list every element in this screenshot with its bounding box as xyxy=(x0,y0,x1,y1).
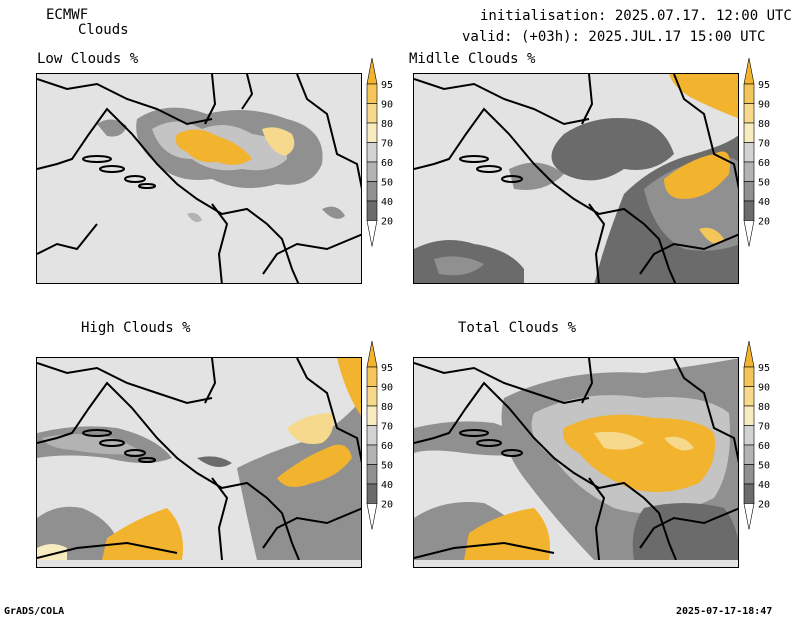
colorbar-segment xyxy=(743,83,755,104)
colorbar-bottom-arrow xyxy=(743,503,755,530)
total-cloud-field xyxy=(414,358,738,560)
colorbar-level-label: 70 xyxy=(758,422,770,433)
model-label: ECMWF xyxy=(46,7,89,23)
map-panel-high-clouds xyxy=(36,357,362,568)
colorbar-segment xyxy=(366,142,378,163)
colorbar-bottom-arrow xyxy=(743,220,755,247)
middle-cloud-field xyxy=(414,74,738,283)
colorbar-level-label: 95 xyxy=(758,363,770,374)
colorbar-total-clouds: 95 90 80 70 60 50 40 20 xyxy=(741,341,789,573)
low-cloud-field xyxy=(97,107,345,222)
initialisation-text: initialisation: 2025.07.17. 12:00 UTC xyxy=(480,8,792,24)
colorbar-segment xyxy=(366,483,378,504)
colorbar-segment xyxy=(366,161,378,182)
colorbar-level-label: 60 xyxy=(381,158,393,169)
colorbar-level-label: 20 xyxy=(758,217,770,228)
colorbar-top-arrow xyxy=(743,341,755,368)
borders-low xyxy=(37,74,361,283)
colorbar-level-label: 80 xyxy=(758,119,770,130)
islands-middle xyxy=(459,155,523,183)
colorbar-segment xyxy=(366,405,378,426)
colorbar-level-label: 50 xyxy=(381,178,393,189)
panel-title-low-clouds: Low Clouds % xyxy=(37,51,139,67)
colorbar-low-clouds: 95 90 80 70 60 50 40 20 xyxy=(364,58,412,290)
colorbar-top-arrow xyxy=(366,341,378,368)
colorbar-segment xyxy=(366,386,378,407)
colorbar-segment xyxy=(743,366,755,387)
colorbar-level-label: 60 xyxy=(381,441,393,452)
colorbar-level-label: 95 xyxy=(758,80,770,91)
colorbar-segment xyxy=(366,464,378,485)
colorbar-level-label: 60 xyxy=(758,158,770,169)
colorbar-level-label: 90 xyxy=(381,383,393,394)
colorbar-segment xyxy=(743,142,755,163)
colorbar-level-label: 40 xyxy=(758,480,770,491)
colorbar-segment xyxy=(366,366,378,387)
colorbar-level-label: 20 xyxy=(381,217,393,228)
colorbar-segment xyxy=(366,122,378,143)
colorbar-level-label: 80 xyxy=(381,402,393,413)
colorbar-top-arrow xyxy=(743,58,755,85)
colorbar-segment xyxy=(366,200,378,221)
borders-total xyxy=(414,358,738,560)
islands-high xyxy=(82,429,156,463)
valid-time-text: valid: (+03h): 2025.JUL.17 15:00 UTC xyxy=(462,29,766,45)
colorbar-segment xyxy=(743,444,755,465)
panel-title-high-clouds: High Clouds % xyxy=(81,320,191,336)
colorbar-segment xyxy=(366,103,378,124)
colorbar-segment xyxy=(743,464,755,485)
colorbar-segment xyxy=(743,122,755,143)
footer-software-label: GrADS/COLA xyxy=(4,606,65,617)
islands-low xyxy=(82,155,156,189)
colorbar-segment xyxy=(743,483,755,504)
colorbar-level-label: 90 xyxy=(381,100,393,111)
colorbar-level-label: 70 xyxy=(758,139,770,150)
colorbar-level-label: 50 xyxy=(381,461,393,472)
map-panel-middle-clouds xyxy=(413,73,739,284)
colorbar-segment xyxy=(743,386,755,407)
panel-title-middle-clouds: Midlle Clouds % xyxy=(409,51,536,67)
colorbar-level-label: 40 xyxy=(758,197,770,208)
colorbar-level-label: 50 xyxy=(758,178,770,189)
colorbar-segment xyxy=(366,181,378,202)
colorbar-level-label: 90 xyxy=(758,100,770,111)
colorbar-segment xyxy=(743,103,755,124)
colorbar-high-clouds: 95 90 80 70 60 50 40 20 xyxy=(364,341,412,573)
islands-total xyxy=(459,429,523,457)
colorbar-segment xyxy=(366,444,378,465)
map-panel-low-clouds xyxy=(36,73,362,284)
colorbar-middle-clouds: 95 90 80 70 60 50 40 20 xyxy=(741,58,789,290)
colorbar-level-label: 60 xyxy=(758,441,770,452)
borders-high xyxy=(37,358,361,560)
colorbar-segment xyxy=(366,425,378,446)
colorbar-bottom-arrow xyxy=(366,503,378,530)
colorbar-bottom-arrow xyxy=(366,220,378,247)
colorbar-segment xyxy=(743,181,755,202)
colorbar-level-label: 80 xyxy=(381,119,393,130)
colorbar-level-label: 95 xyxy=(381,80,393,91)
footer-timestamp: 2025-07-17-18:47 xyxy=(676,606,773,617)
map-panel-total-clouds xyxy=(413,357,739,568)
colorbar-segment xyxy=(743,405,755,426)
high-cloud-field xyxy=(37,358,361,560)
colorbar-level-label: 80 xyxy=(758,402,770,413)
colorbar-segment xyxy=(743,161,755,182)
colorbar-top-arrow xyxy=(366,58,378,85)
colorbar-level-label: 90 xyxy=(758,383,770,394)
colorbar-level-label: 70 xyxy=(381,422,393,433)
colorbar-segment xyxy=(366,83,378,104)
colorbar-segment xyxy=(743,425,755,446)
colorbar-level-label: 95 xyxy=(381,363,393,374)
colorbar-level-label: 40 xyxy=(381,197,393,208)
colorbar-level-label: 20 xyxy=(381,500,393,511)
panel-title-total-clouds: Total Clouds % xyxy=(458,320,577,336)
colorbar-level-label: 70 xyxy=(381,139,393,150)
colorbar-level-label: 50 xyxy=(758,461,770,472)
colorbar-segment xyxy=(743,200,755,221)
borders-middle xyxy=(414,74,738,283)
colorbar-level-label: 20 xyxy=(758,500,770,511)
product-label: Clouds xyxy=(78,22,129,38)
colorbar-level-label: 40 xyxy=(381,480,393,491)
